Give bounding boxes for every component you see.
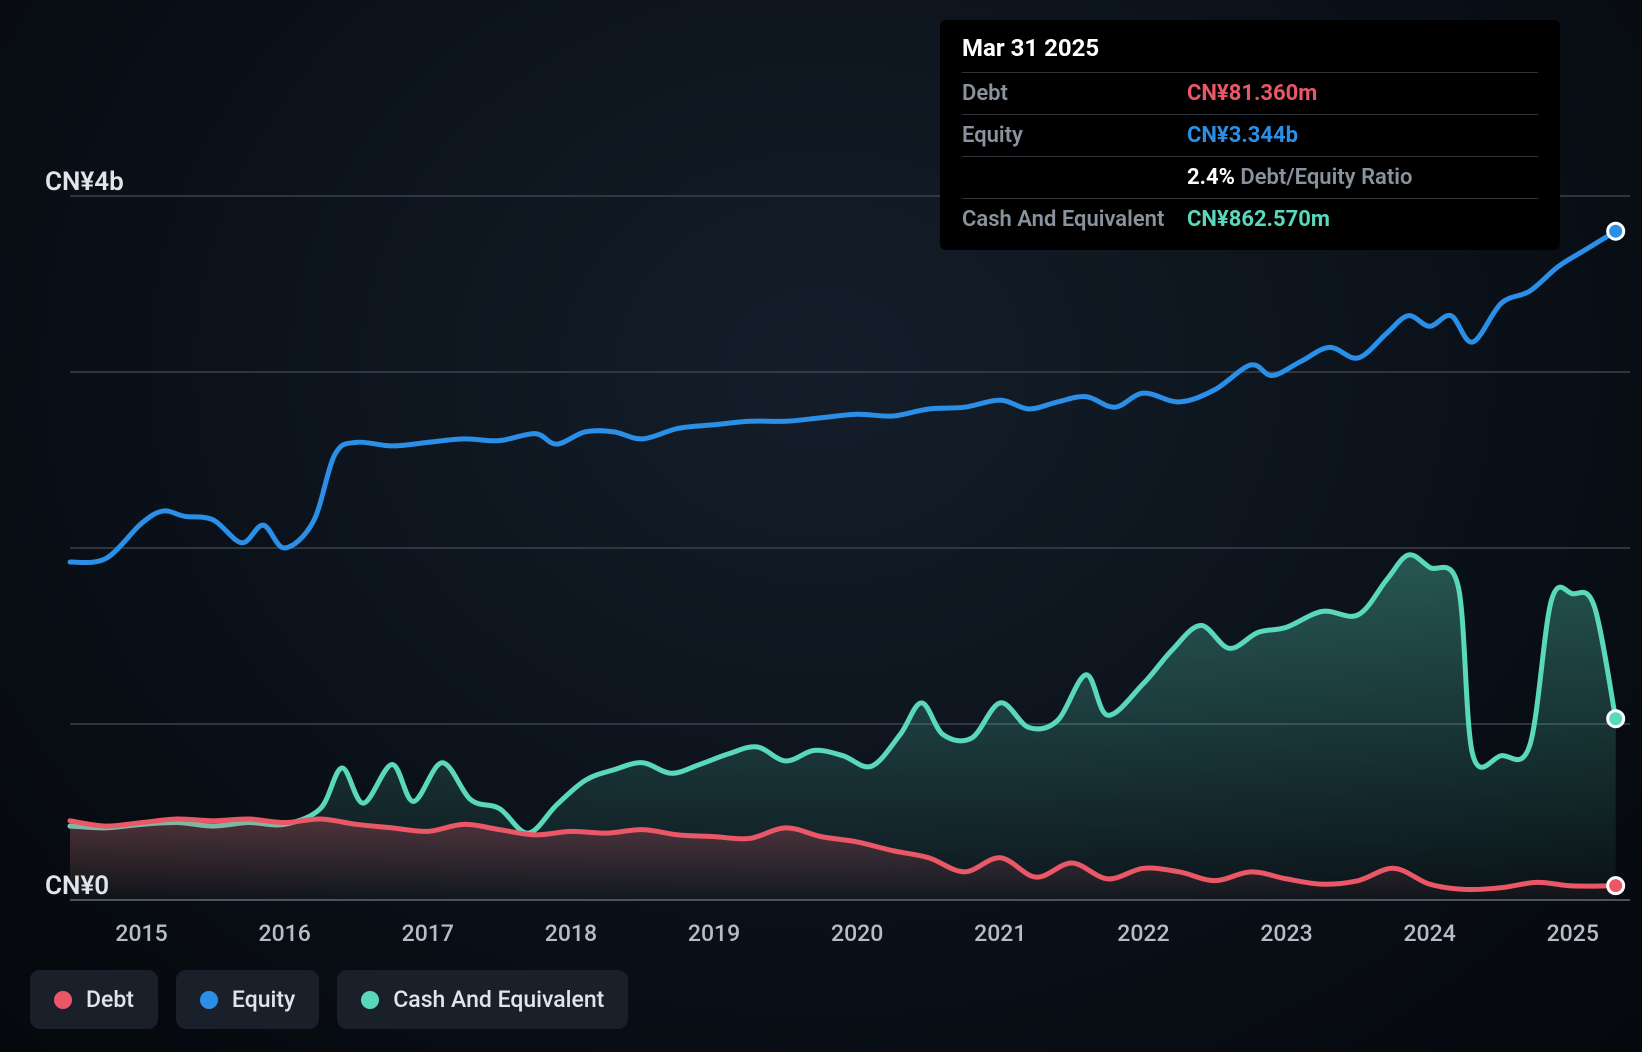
legend-label: Cash And Equivalent: [393, 986, 604, 1013]
series-group: [70, 231, 1616, 900]
legend: Debt Equity Cash And Equivalent: [30, 970, 628, 1029]
legend-swatch: [200, 991, 218, 1009]
tooltip-row: EquityCN¥3.344b: [962, 115, 1538, 157]
end-marker-debt: [1608, 878, 1624, 894]
x-tick-label: 2022: [1117, 920, 1169, 947]
end-marker-cash: [1608, 711, 1624, 727]
legend-swatch: [361, 991, 379, 1009]
tooltip-row: DebtCN¥81.360m: [962, 73, 1538, 115]
tooltip-row-label: Equity: [962, 123, 1187, 148]
legend-label: Debt: [86, 986, 134, 1013]
tooltip-row: Cash And EquivalentCN¥862.570m: [962, 199, 1538, 240]
x-tick-label: 2021: [974, 920, 1026, 947]
tooltip-row-value: CN¥862.570m: [1187, 207, 1330, 232]
tooltip-row-label: Debt: [962, 81, 1187, 106]
tooltip-row-value: CN¥81.360m: [1187, 81, 1317, 106]
x-tick-label: 2017: [402, 920, 454, 947]
x-tick-label: 2025: [1547, 920, 1599, 947]
x-tick-label: 2019: [688, 920, 740, 947]
x-tick-label: 2016: [259, 920, 311, 947]
x-tick-label: 2024: [1403, 920, 1455, 947]
tooltip-row-value: CN¥3.344b: [1187, 123, 1298, 148]
legend-swatch: [54, 991, 72, 1009]
legend-item-cash[interactable]: Cash And Equivalent: [337, 970, 628, 1029]
tooltip-row-label: [962, 165, 1187, 190]
end-marker-equity: [1608, 223, 1624, 239]
x-tick-label: 2018: [545, 920, 597, 947]
line-equity: [70, 231, 1616, 562]
x-tick-label: 2023: [1260, 920, 1312, 947]
y-tick-label: CN¥4b: [45, 167, 124, 197]
financials-chart: { "chart": { "type": "line-area", "backg…: [0, 0, 1642, 1052]
tooltip-panel: Mar 31 2025 DebtCN¥81.360mEquityCN¥3.344…: [940, 20, 1560, 250]
x-tick-label: 2015: [115, 920, 167, 947]
legend-item-equity[interactable]: Equity: [176, 970, 319, 1029]
tooltip-date: Mar 31 2025: [962, 34, 1538, 73]
tooltip-row: 2.4% Debt/Equity Ratio: [962, 157, 1538, 199]
tooltip-row-value: 2.4% Debt/Equity Ratio: [1187, 165, 1412, 190]
legend-label: Equity: [232, 986, 295, 1013]
legend-item-debt[interactable]: Debt: [30, 970, 158, 1029]
x-tick-label: 2020: [831, 920, 883, 947]
y-tick-label: CN¥0: [45, 871, 109, 901]
tooltip-row-label: Cash And Equivalent: [962, 207, 1187, 232]
